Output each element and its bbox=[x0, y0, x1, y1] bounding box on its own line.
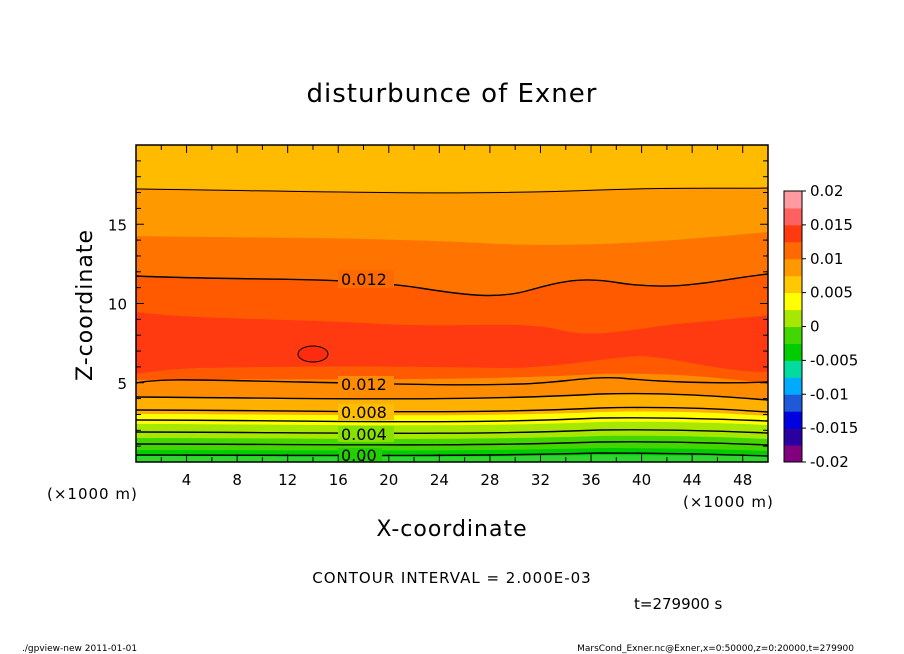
colorbar-band bbox=[784, 191, 802, 209]
contour-interval: CONTOUR INTERVAL = 2.000E-03 bbox=[312, 569, 591, 587]
colorbar-label: -0.015 bbox=[810, 419, 858, 437]
y-tick-label: 5 bbox=[117, 375, 127, 393]
contour-line-0.000 bbox=[136, 452, 768, 457]
x-tick-label: 16 bbox=[329, 471, 348, 489]
x-tick-label: 4 bbox=[182, 471, 192, 489]
contour-labels: 0.012 0.012 0.008 0.004 0.00 bbox=[338, 270, 394, 465]
x-unit-left: (×1000 m) bbox=[47, 485, 138, 503]
colorbar-band bbox=[784, 411, 802, 429]
contour-line-0.010 bbox=[136, 187, 768, 194]
contour-label: 0.008 bbox=[341, 403, 387, 422]
x-tick-labels: 4 8 12 16 20 24 28 32 36 40 44 48 bbox=[182, 471, 752, 489]
contour-line-0.010-low bbox=[136, 392, 768, 401]
colorbar-band bbox=[784, 309, 802, 327]
colorbar-band bbox=[784, 275, 802, 294]
contour-label: 0.00 bbox=[341, 446, 377, 465]
y-axis-label: Z-coordinate bbox=[73, 229, 98, 381]
max-blob bbox=[297, 345, 329, 363]
x-tick-label: 32 bbox=[531, 471, 550, 489]
y-tick-label: 15 bbox=[108, 216, 127, 234]
band-0.000-lower bbox=[136, 455, 768, 462]
footer-left: ./gpview-new 2011-01-01 bbox=[22, 644, 137, 654]
colorbar-band bbox=[784, 207, 802, 226]
colorbar-band bbox=[784, 343, 802, 361]
contour-lines bbox=[136, 187, 768, 457]
colorbar-band bbox=[784, 292, 802, 311]
chart-title: disturbunce of Exner bbox=[307, 79, 598, 109]
colorbar-band bbox=[784, 258, 802, 277]
contour-line-0.012 bbox=[136, 273, 768, 297]
contour-label: 0.012 bbox=[341, 375, 387, 394]
x-tick-label: 36 bbox=[581, 471, 600, 489]
colorbar bbox=[784, 191, 802, 463]
x-axis-label: X-coordinate bbox=[376, 517, 527, 542]
colorbar-band bbox=[784, 224, 802, 243]
contour-line-0.004 bbox=[136, 429, 768, 435]
y-tick-labels: 5 10 15 bbox=[108, 216, 127, 393]
x-tick-label: 12 bbox=[278, 471, 297, 489]
x-tick-label: 40 bbox=[632, 471, 651, 489]
contour-label: 0.004 bbox=[341, 425, 387, 444]
x-tick-label: 48 bbox=[733, 471, 752, 489]
x-tick-label: 24 bbox=[430, 471, 449, 489]
colorbar-label: 0.02 bbox=[810, 182, 843, 200]
colorbar-band bbox=[784, 394, 802, 412]
band-0.014 bbox=[136, 312, 768, 374]
colorbar-label: 0.01 bbox=[810, 250, 843, 268]
x-tick-label: 20 bbox=[379, 471, 398, 489]
contour-line-0.012-low bbox=[136, 376, 768, 386]
colorbar-band bbox=[784, 326, 802, 344]
colorbar-label: 0.005 bbox=[810, 284, 853, 302]
colorbar-label: -0.01 bbox=[810, 385, 849, 403]
colorbar-label: 0.015 bbox=[810, 216, 853, 234]
contour-line-0.002 bbox=[136, 441, 768, 446]
footer-right: MarsCond_Exner.nc@Exner,x=0:50000,z=0:20… bbox=[577, 644, 854, 654]
colorbar-band bbox=[784, 445, 802, 463]
colorbar-band bbox=[784, 241, 802, 260]
x-unit-right: (×1000 m) bbox=[683, 493, 774, 511]
axis-ticks bbox=[136, 145, 768, 462]
x-tick-label: 44 bbox=[683, 471, 702, 489]
colorbar-labels: 0.02 0.015 0.01 0.005 0 -0.005 -0.01 -0.015 -0.0… bbox=[802, 182, 858, 471]
x-tick-label: 28 bbox=[480, 471, 499, 489]
colorbar-label: -0.02 bbox=[810, 453, 849, 471]
colorbar-label: 0 bbox=[810, 318, 820, 336]
y-tick-label: 10 bbox=[108, 296, 127, 314]
contour-line-0.008 bbox=[136, 406, 768, 413]
colorbar-band bbox=[784, 377, 802, 395]
colorbar-band bbox=[784, 428, 802, 446]
contour-label: 0.012 bbox=[341, 270, 387, 289]
x-tick-label: 8 bbox=[232, 471, 242, 489]
time-label: t=279900 s bbox=[634, 595, 722, 613]
colorbar-band bbox=[784, 360, 802, 378]
contour-line-0.006 bbox=[136, 417, 768, 423]
colorbar-label: -0.005 bbox=[810, 351, 858, 369]
